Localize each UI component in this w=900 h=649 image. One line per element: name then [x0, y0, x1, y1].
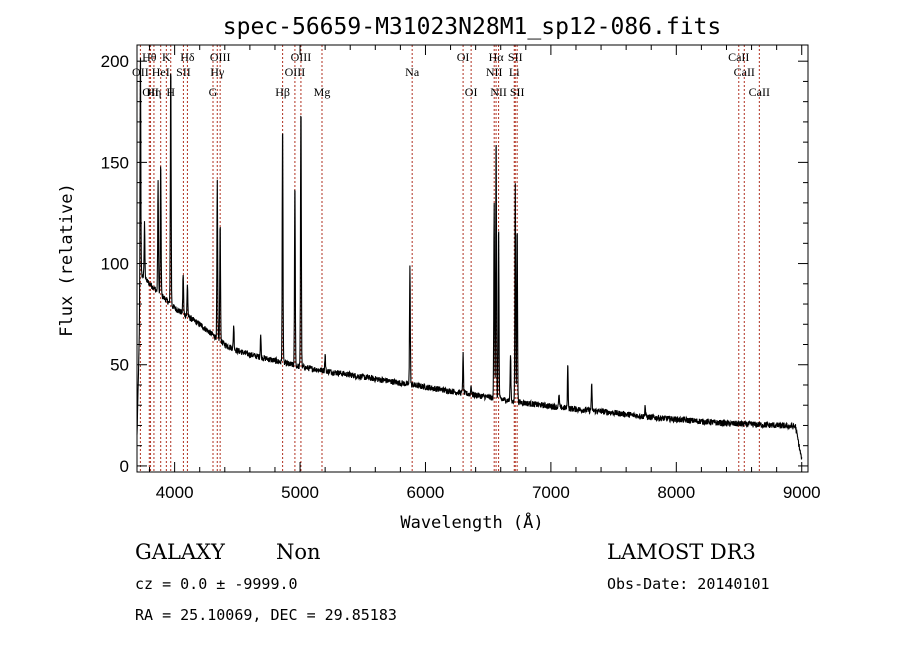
y-axis-label: Flux (relative) [57, 183, 77, 337]
object-subclass: Non [276, 540, 321, 564]
spectral-line-label: NII [486, 65, 503, 79]
coordinates-readout: RA = 25.10069, DEC = 29.85183 [135, 606, 397, 624]
chart-title: spec-56659-M31023N28M1_sp12-086.fits [223, 14, 722, 40]
x-tick-label: 5000 [281, 483, 319, 502]
spectral-line-labels: OIIHθOIIHηHeIKHSIIHδHγGOIIIHβOIIIOIIIMgN… [132, 50, 770, 99]
y-tick-label: 200 [101, 52, 129, 71]
spectral-line-label: Li [509, 65, 520, 79]
y-tick-label: 150 [101, 153, 129, 172]
spectrum-line [136, 58, 803, 460]
survey-name: LAMOST DR3 [607, 540, 756, 564]
spectral-line-label: G [209, 85, 218, 99]
spectral-line-label: OIII [291, 50, 312, 64]
y-tick-label: 100 [101, 255, 129, 274]
spectral-line-label: OI [465, 85, 478, 99]
spectral-line-label: Hδ [180, 50, 195, 64]
spectral-line-label: HeI [152, 65, 170, 79]
x-tick-label: 8000 [657, 483, 695, 502]
x-tick-label: 4000 [156, 483, 194, 502]
y-tick-label: 0 [120, 457, 129, 476]
spectral-line-label: OIII [210, 50, 231, 64]
spectral-line-label: NII [490, 85, 507, 99]
spectral-line-label: SII [508, 50, 523, 64]
x-axis-label: Wavelength (Å) [400, 511, 543, 533]
y-tick-label: 50 [110, 356, 129, 375]
spectral-line-label: Hθ [142, 50, 157, 64]
x-tick-label: 6000 [407, 483, 445, 502]
spectral-line-label: Hβ [275, 85, 290, 99]
x-tick-label: 7000 [532, 483, 570, 502]
spectral-line-label: Mg [314, 85, 331, 99]
spectral-line-label: K [162, 50, 171, 64]
observation-date: Obs-Date: 20140101 [607, 575, 770, 593]
x-axis-ticks: 4000 5000 6000 7000 8000 9000 [149, 45, 821, 502]
plot-frame [136, 44, 809, 473]
spectral-line-label: CaII [734, 65, 755, 79]
spectral-line-label: OII [142, 85, 159, 99]
redshift-readout: cz = 0.0 ± -9999.0 [135, 575, 298, 593]
spectral-line-label: OIII [285, 65, 306, 79]
x-tick-label: 9000 [783, 483, 821, 502]
spectral-line-label: Na [405, 65, 420, 79]
spectral-line-label: SII [510, 85, 525, 99]
spectral-line-label: CaII [728, 50, 749, 64]
y-axis-ticks: 0 50 100 150 200 [101, 52, 808, 476]
spectral-line-label: Hγ [210, 65, 225, 79]
spectral-line-label: SII [176, 65, 191, 79]
spectral-line-label: OI [457, 50, 470, 64]
object-class: GALAXY [135, 540, 226, 564]
spectral-line-label: Hη [146, 85, 161, 99]
spectral-line-label: CaII [749, 85, 770, 99]
spectral-line-label: Hα [489, 50, 505, 64]
spectral-line-markers [139, 45, 760, 472]
